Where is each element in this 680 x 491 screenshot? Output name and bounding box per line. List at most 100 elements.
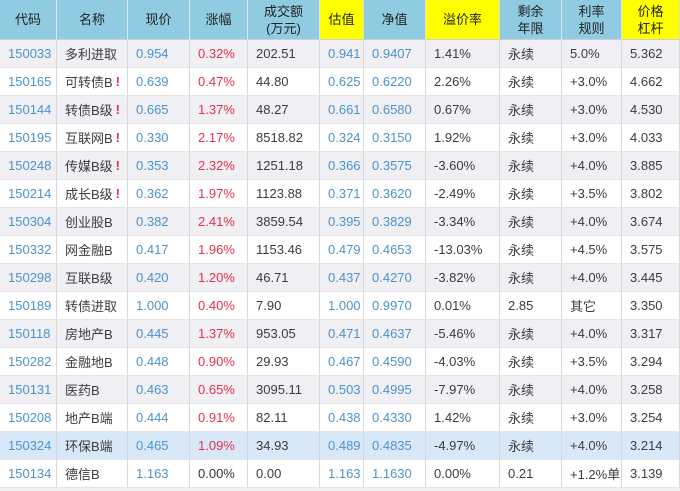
fund-name: 转债进取	[65, 299, 118, 314]
cell-code: 150033	[0, 40, 57, 68]
cell-nav: 0.3150	[364, 124, 426, 152]
cell-code: 150195	[0, 124, 57, 152]
cell-name: 可转债B!	[57, 68, 128, 96]
table-row-150304[interactable]: 150304 创业股B 0.382 2.41% 3859.54 0.395 0.3829 -3…	[0, 208, 680, 236]
cell-change: 1.37%	[190, 320, 248, 348]
cell-change: 1.37%	[190, 96, 248, 124]
cell-remain: 永续	[500, 124, 562, 152]
cell-est: 0.395	[320, 208, 364, 236]
cell-code: 150324	[0, 432, 57, 460]
cell-name: 地产B端	[57, 404, 128, 432]
table-row-150332[interactable]: 150332 网金融B 0.417 1.96% 1153.46 0.479 0.4653 -1…	[0, 236, 680, 264]
cell-name: 金融地B	[57, 348, 128, 376]
cell-remain: 0.21	[500, 460, 562, 488]
cell-remain: 2.85	[500, 292, 562, 320]
column-header-turnover[interactable]: 成交额 (万元)	[248, 0, 320, 40]
cell-est: 0.479	[320, 236, 364, 264]
cell-remain: 永续	[500, 264, 562, 292]
alert-exclamation-icon: !	[115, 158, 121, 173]
cell-nav: 0.4637	[364, 320, 426, 348]
column-header-price[interactable]: 现价	[128, 0, 190, 40]
column-header-premium[interactable]: 溢价率	[426, 0, 500, 40]
cell-nav: 0.9407	[364, 40, 426, 68]
column-header-lever[interactable]: 价格 杠杆	[622, 0, 680, 40]
table-row-150144[interactable]: 150144 转债B级! 0.665 1.37% 48.27 0.661 0.6580 0.6…	[0, 96, 680, 124]
table-row-150324[interactable]: 150324 环保B端 0.465 1.09% 34.93 0.489 0.4835 -4.9…	[0, 432, 680, 460]
cell-est: 0.503	[320, 376, 364, 404]
cell-premium: -2.49%	[426, 180, 500, 208]
cell-premium: -3.82%	[426, 264, 500, 292]
cell-premium: 0.01%	[426, 292, 500, 320]
column-header-nav[interactable]: 净值	[364, 0, 426, 40]
table-row-150208[interactable]: 150208 地产B端 0.444 0.91% 82.11 0.438 0.4330 1.42…	[0, 404, 680, 432]
fund-name: 转债B级	[65, 103, 113, 118]
cell-premium: 1.41%	[426, 40, 500, 68]
cell-price: 0.463	[128, 376, 190, 404]
cell-lever: 3.575	[622, 236, 680, 264]
fund-name: 德信B	[65, 467, 100, 482]
column-header-name[interactable]: 名称	[57, 0, 128, 40]
column-header-rule[interactable]: 利率 规则	[562, 0, 622, 40]
cell-premium: 2.26%	[426, 68, 500, 96]
column-header-remain[interactable]: 剩余 年限	[500, 0, 562, 40]
cell-rule: +4.0%	[562, 320, 622, 348]
column-header-change[interactable]: 涨幅	[190, 0, 248, 40]
cell-name: 医药B	[57, 376, 128, 404]
table-row-150282[interactable]: 150282 金融地B 0.448 0.90% 29.93 0.467 0.4590 -4.0…	[0, 348, 680, 376]
cell-lever: 4.530	[622, 96, 680, 124]
cell-premium: -13.03%	[426, 236, 500, 264]
cell-turnover: 48.27	[248, 96, 320, 124]
cell-name: 多利进取	[57, 40, 128, 68]
cell-lever: 3.139	[622, 460, 680, 488]
cell-change: 2.32%	[190, 152, 248, 180]
cell-turnover: 34.93	[248, 432, 320, 460]
cell-est: 0.489	[320, 432, 364, 460]
cell-name: 德信B	[57, 460, 128, 488]
cell-code: 150208	[0, 404, 57, 432]
cell-name: 创业股B	[57, 208, 128, 236]
cell-lever: 3.254	[622, 404, 680, 432]
cell-nav: 0.3829	[364, 208, 426, 236]
table-row-150298[interactable]: 150298 互联B级 0.420 1.20% 46.71 0.437 0.4270 -3.8…	[0, 264, 680, 292]
table-row-150033[interactable]: 150033 多利进取 0.954 0.32% 202.51 0.941 0.9407 1.4…	[0, 40, 680, 68]
table-row-150248[interactable]: 150248 传媒B级! 0.353 2.32% 1251.18 0.366 0.3575-…	[0, 152, 680, 180]
table-row-150134[interactable]: 150134 德信B 1.163 0.00% 0.00 1.163 1.1630 0.00% 0…	[0, 460, 680, 488]
fund-name: 地产B端	[65, 411, 113, 426]
cell-lever: 3.674	[622, 208, 680, 236]
cell-nav: 0.4995	[364, 376, 426, 404]
cell-price: 0.362	[128, 180, 190, 208]
cell-change: 0.47%	[190, 68, 248, 96]
cell-remain: 永续	[500, 320, 562, 348]
table-row-150165[interactable]: 150165 可转债B! 0.639 0.47% 44.80 0.625 0.6220 2.2…	[0, 68, 680, 96]
table-row-150195[interactable]: 150195 互联网B! 0.330 2.17% 8518.82 0.324 0.3150 1…	[0, 124, 680, 152]
column-header-code[interactable]: 代码	[0, 0, 57, 40]
cell-premium: -4.97%	[426, 432, 500, 460]
cell-change: 0.90%	[190, 348, 248, 376]
cell-remain: 永续	[500, 40, 562, 68]
column-header-est[interactable]: 估值	[320, 0, 364, 40]
cell-code: 150165	[0, 68, 57, 96]
cell-lever: 4.033	[622, 124, 680, 152]
cell-remain: 永续	[500, 348, 562, 376]
cell-turnover: 953.05	[248, 320, 320, 348]
cell-nav: 0.6580	[364, 96, 426, 124]
table-row-150189[interactable]: 150189 转债进取 1.000 0.40% 7.90 1.000 0.9970 0.01%…	[0, 292, 680, 320]
cell-remain: 永续	[500, 96, 562, 124]
cell-rule: +3.0%	[562, 68, 622, 96]
cell-price: 0.382	[128, 208, 190, 236]
cell-premium: -3.34%	[426, 208, 500, 236]
cell-price: 0.448	[128, 348, 190, 376]
cell-premium: 1.42%	[426, 404, 500, 432]
cell-price: 0.954	[128, 40, 190, 68]
table-row-150131[interactable]: 150131 医药B 0.463 0.65% 3095.11 0.503 0.4995 -7.…	[0, 376, 680, 404]
cell-code: 150282	[0, 348, 57, 376]
cell-premium: 0.67%	[426, 96, 500, 124]
table-row-150118[interactable]: 150118 房地产B 0.445 1.37% 953.05 0.471 0.4637 -5.…	[0, 320, 680, 348]
cell-turnover: 1123.88	[248, 180, 320, 208]
cell-est: 0.371	[320, 180, 364, 208]
table-body: 150033 多利进取 0.954 0.32% 202.51 0.941 0.9407 1.4…	[0, 40, 680, 488]
cell-lever: 4.662	[622, 68, 680, 96]
table-row-150214[interactable]: 150214 成长B级! 0.362 1.97% 1123.88 0.371 0.3620-…	[0, 180, 680, 208]
fund-name: 创业股B	[65, 215, 113, 230]
cell-code: 150214	[0, 180, 57, 208]
